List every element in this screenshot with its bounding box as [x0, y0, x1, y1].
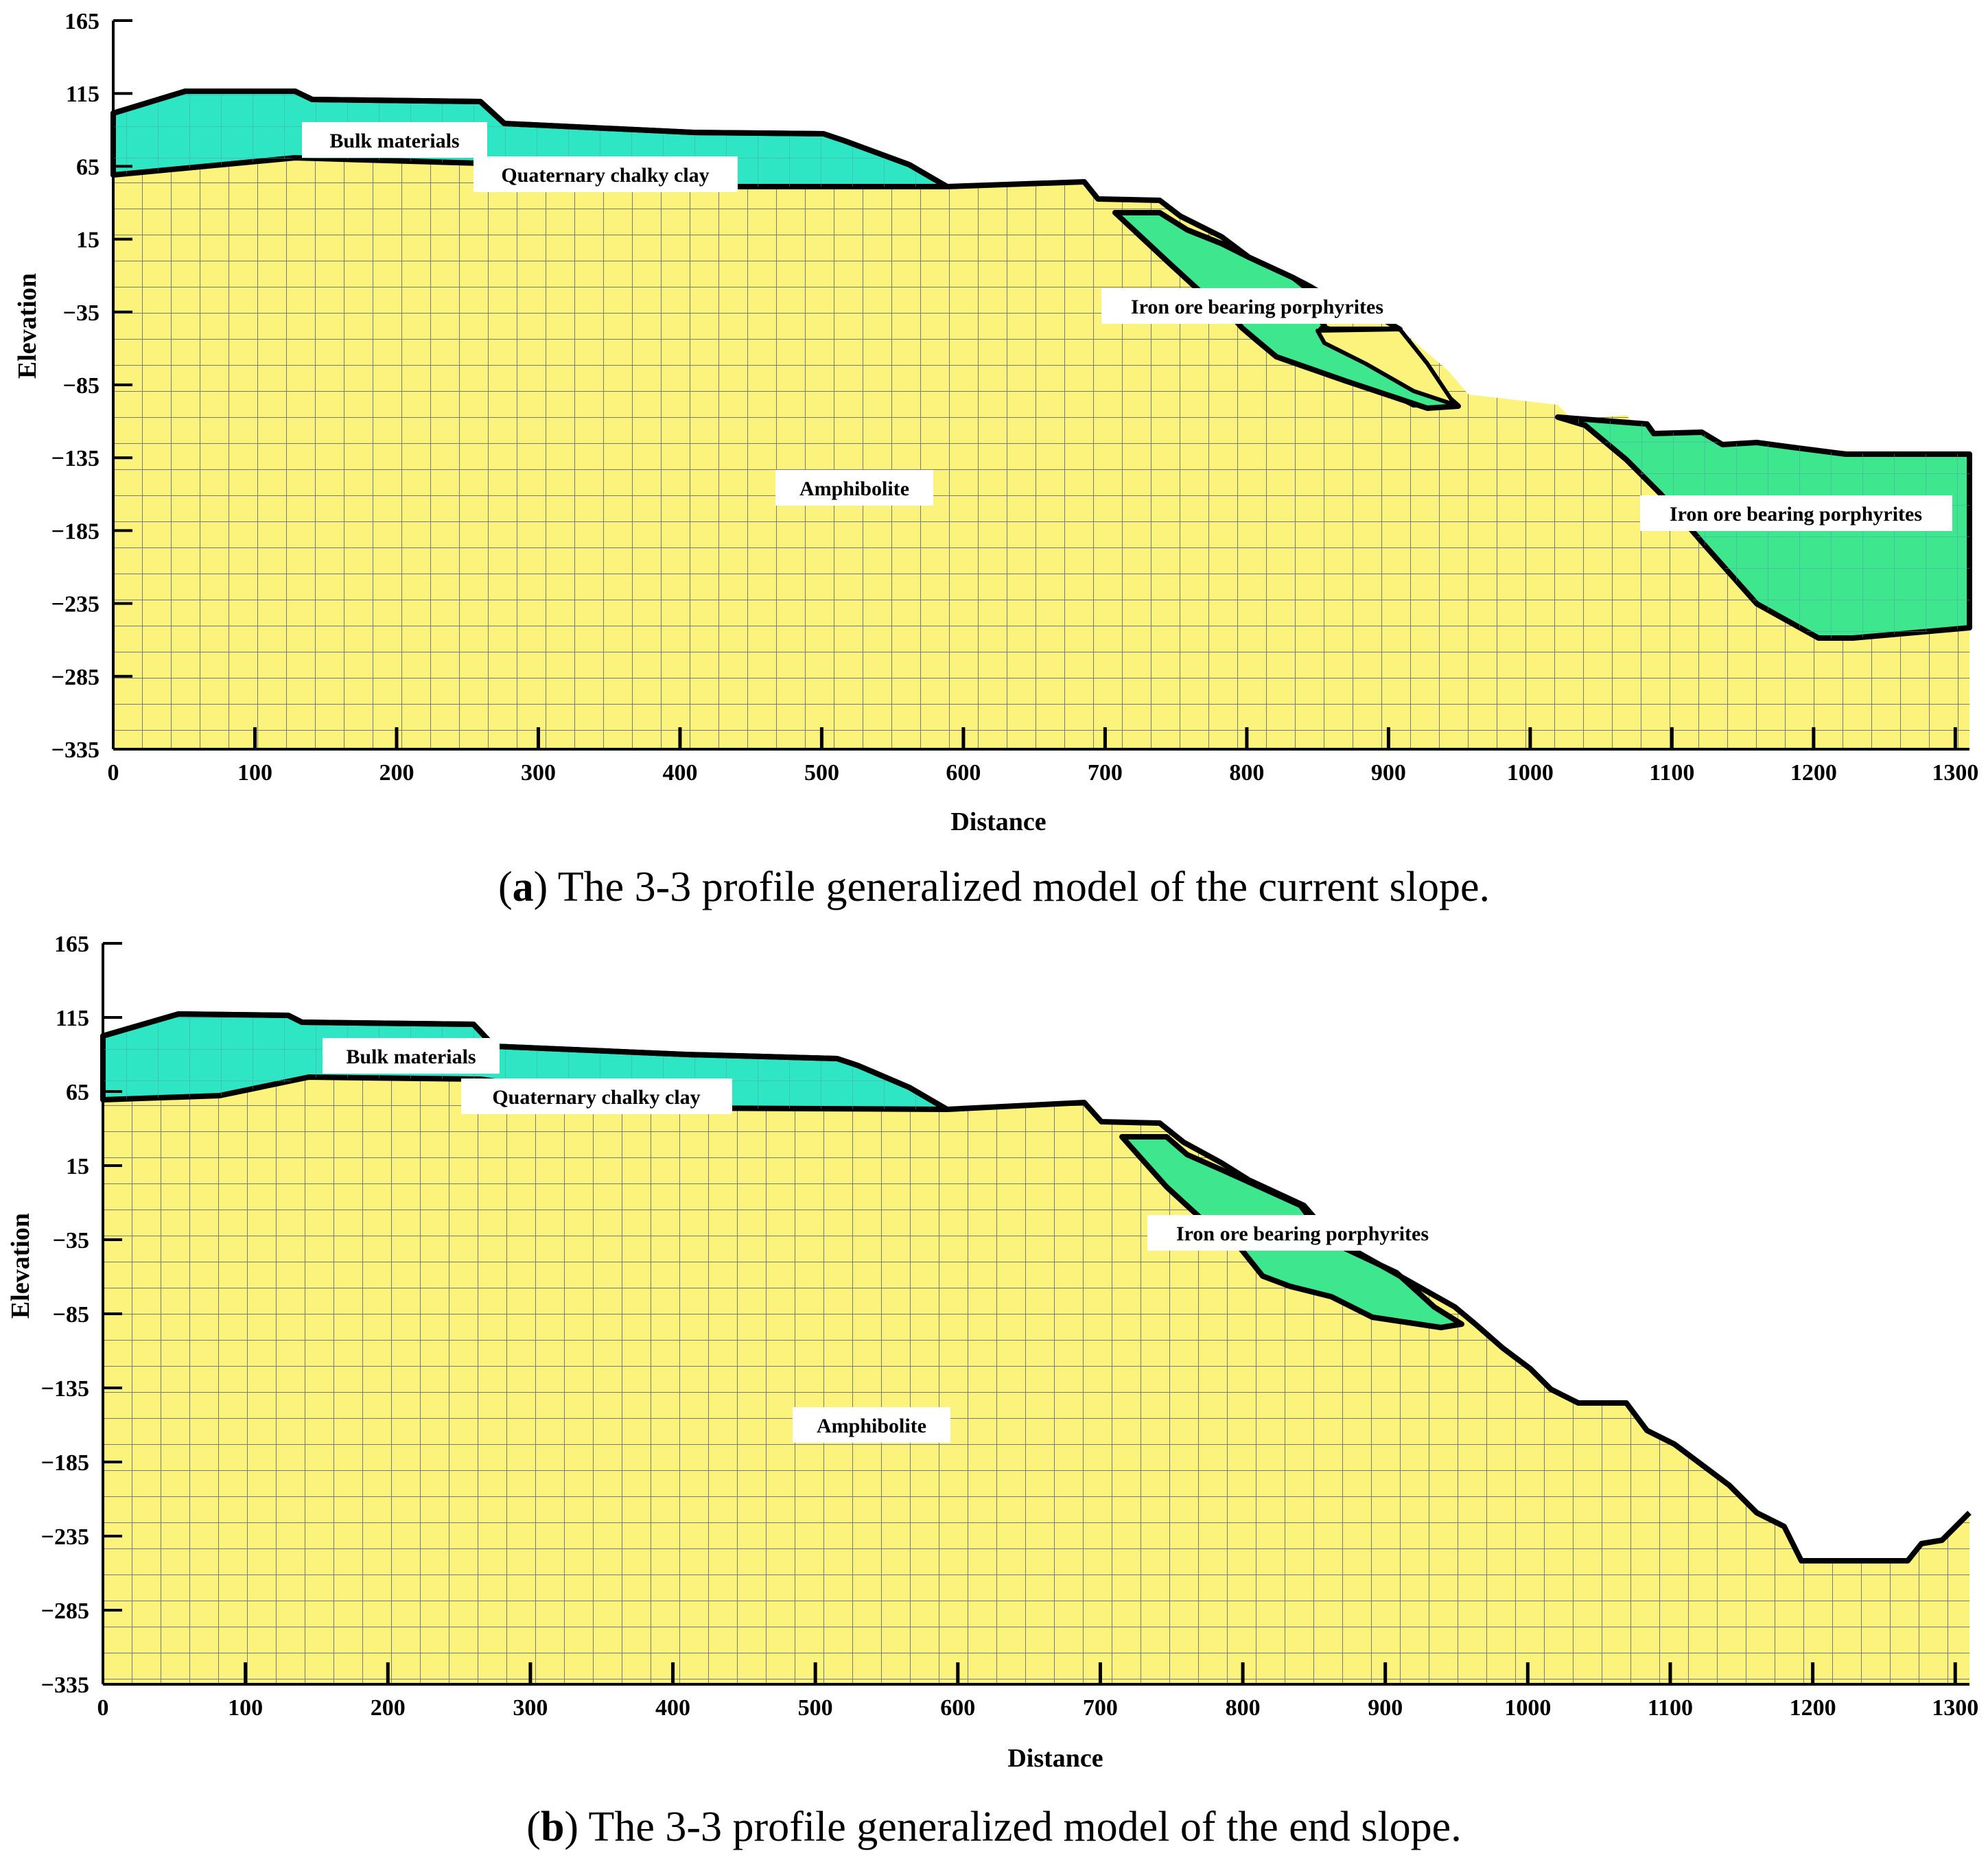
x-tick-labels: 0 100 200 300 400 500 600 700 800 900 1000 1100 1200…	[97, 1695, 1979, 1721]
x-tick-label: 200	[371, 1695, 406, 1721]
x-tick-label: 800	[1229, 760, 1264, 786]
label-box-bulk	[323, 1038, 500, 1074]
x-tick-labels: 0 100 200 300 400 500 600 700 800 900 1000 1100 1200…	[108, 760, 1979, 786]
caption-b-letter: b	[540, 1804, 565, 1850]
x-tick-label: 1200	[1790, 1695, 1836, 1721]
caption-a-letter: a	[512, 864, 534, 910]
label-amphibolite: Amphibolite	[817, 1415, 926, 1437]
x-tick-label: 1000	[1504, 1695, 1551, 1721]
y-tick-labels: 165 115 65 15 −35 −85 −135 −185 −235 −285 −335	[41, 932, 89, 1698]
y-tick-label: −135	[41, 1376, 89, 1402]
x-tick-label: 1300	[1932, 760, 1978, 786]
y-tick-label: −235	[51, 592, 100, 617]
ground-surface-outline	[112, 89, 1402, 332]
panel-a-figure: 165 115 65 15 −35 −85 −135 −185 −235 −285 −335 0 10…	[13, 9, 1979, 836]
y-tick-label: −85	[63, 373, 100, 399]
y-tick-label: 115	[56, 1006, 89, 1031]
label-box-amphibolite	[775, 470, 933, 506]
label-box-clay	[461, 1078, 732, 1114]
label-quaternary-clay: Quaternary chalky clay	[492, 1086, 700, 1109]
label-box-iron-1	[1147, 1215, 1458, 1251]
label-box-amphibolite	[793, 1407, 950, 1443]
x-tick-label: 600	[940, 1695, 975, 1721]
y-axis-title: Elevation	[13, 273, 42, 379]
x-tick-label: 500	[804, 760, 839, 786]
label-box-bulk	[302, 122, 487, 158]
x-tick-label: 100	[228, 1695, 263, 1721]
y-tick-label: 115	[66, 82, 100, 107]
caption-b: (b) The 3-3 profile generalized model of…	[526, 1804, 1462, 1850]
y-tick-label: −335	[51, 738, 100, 763]
x-tick-label: 700	[1088, 760, 1123, 786]
x-tick-label: 1100	[1648, 1695, 1693, 1721]
x-tick-label: 0	[97, 1695, 109, 1721]
x-tick-label: 1100	[1649, 760, 1694, 786]
x-tick-label: 300	[513, 1695, 548, 1721]
y-tick-label: −35	[53, 1228, 89, 1253]
x-tick-label: 1200	[1790, 760, 1837, 786]
label-iron-ore-2: Iron ore bearing porphyrites	[1670, 503, 1922, 526]
caption-a: (a) The 3-3 profile generalized model of…	[498, 864, 1490, 910]
y-tick-label: 65	[66, 1080, 89, 1105]
y-tick-label: −285	[41, 1599, 89, 1624]
label-bulk-materials: Bulk materials	[329, 130, 459, 152]
x-tick-label: 600	[946, 760, 981, 786]
label-box-iron-2	[1640, 495, 1952, 531]
y-tick-label: 165	[65, 9, 100, 34]
y-tick-labels: 165 115 65 15 −35 −85 −135 −185 −235 −285 −335	[51, 9, 100, 763]
y-tick-label: 165	[54, 932, 89, 957]
y-tick-label: 15	[76, 228, 100, 253]
caption-a-text: The 3-3 profile generalized model of the…	[548, 864, 1490, 910]
label-box-iron-1	[1101, 288, 1414, 324]
y-tick-label: −135	[51, 446, 100, 471]
amphibolite-tongue	[1315, 327, 1457, 407]
bulk-materials-mesh	[113, 91, 947, 187]
x-tick-label: 1000	[1507, 760, 1554, 786]
y-tick-label: −185	[51, 519, 100, 544]
y-axis-title: Elevation	[6, 1213, 35, 1319]
x-tick-label: 1300	[1932, 1695, 1978, 1721]
label-quaternary-clay: Quaternary chalky clay	[501, 164, 709, 187]
y-tick-label: −185	[41, 1450, 89, 1476]
label-iron-ore-1: Iron ore bearing porphyrites	[1176, 1223, 1429, 1245]
x-tick-label: 900	[1371, 760, 1406, 786]
x-tick-label: 700	[1083, 1695, 1118, 1721]
x-axis-title: Distance	[1007, 1744, 1103, 1773]
y-tick-label: 65	[76, 154, 100, 180]
y-tick-label: −335	[41, 1673, 89, 1698]
x-tick-label: 400	[662, 760, 697, 786]
x-tick-label: 500	[798, 1695, 833, 1721]
x-tick-label: 100	[237, 760, 272, 786]
panel-b: 165 115 65 15 −35 −85 −135 −185 −235 −285 −335 0 10…	[0, 923, 1988, 1794]
y-tick-label: −35	[63, 300, 100, 326]
label-amphibolite: Amphibolite	[799, 477, 909, 500]
x-tick-label: 900	[1368, 1695, 1403, 1721]
x-tick-label: 800	[1226, 1695, 1261, 1721]
label-iron-ore-1: Iron ore bearing porphyrites	[1131, 296, 1383, 318]
panel-b-figure: 165 115 65 15 −35 −85 −135 −185 −235 −285 −335 0 10…	[6, 932, 1979, 1773]
axis-ticks	[113, 19, 1957, 751]
x-tick-label: 400	[655, 1695, 690, 1721]
bulk-materials-mesh	[103, 1014, 947, 1109]
x-axis-title: Distance	[950, 807, 1046, 836]
y-tick-label: −285	[51, 665, 100, 690]
y-tick-label: 15	[66, 1154, 89, 1179]
caption-b-text: The 3-3 profile generalized model of the…	[578, 1804, 1462, 1850]
amphibolite-mesh	[103, 1077, 1969, 1684]
x-tick-label: 300	[521, 760, 556, 786]
y-tick-label: −85	[53, 1302, 89, 1328]
axis-ticks	[103, 942, 1957, 1686]
label-box-clay	[473, 156, 738, 192]
label-bulk-materials: Bulk materials	[346, 1046, 476, 1068]
y-tick-label: −235	[41, 1524, 89, 1550]
panel-a: 165 115 65 15 −35 −85 −135 −185 −235 −285 −335 0 10…	[0, 0, 1988, 858]
x-tick-label: 0	[108, 760, 119, 786]
x-tick-label: 200	[379, 760, 414, 786]
